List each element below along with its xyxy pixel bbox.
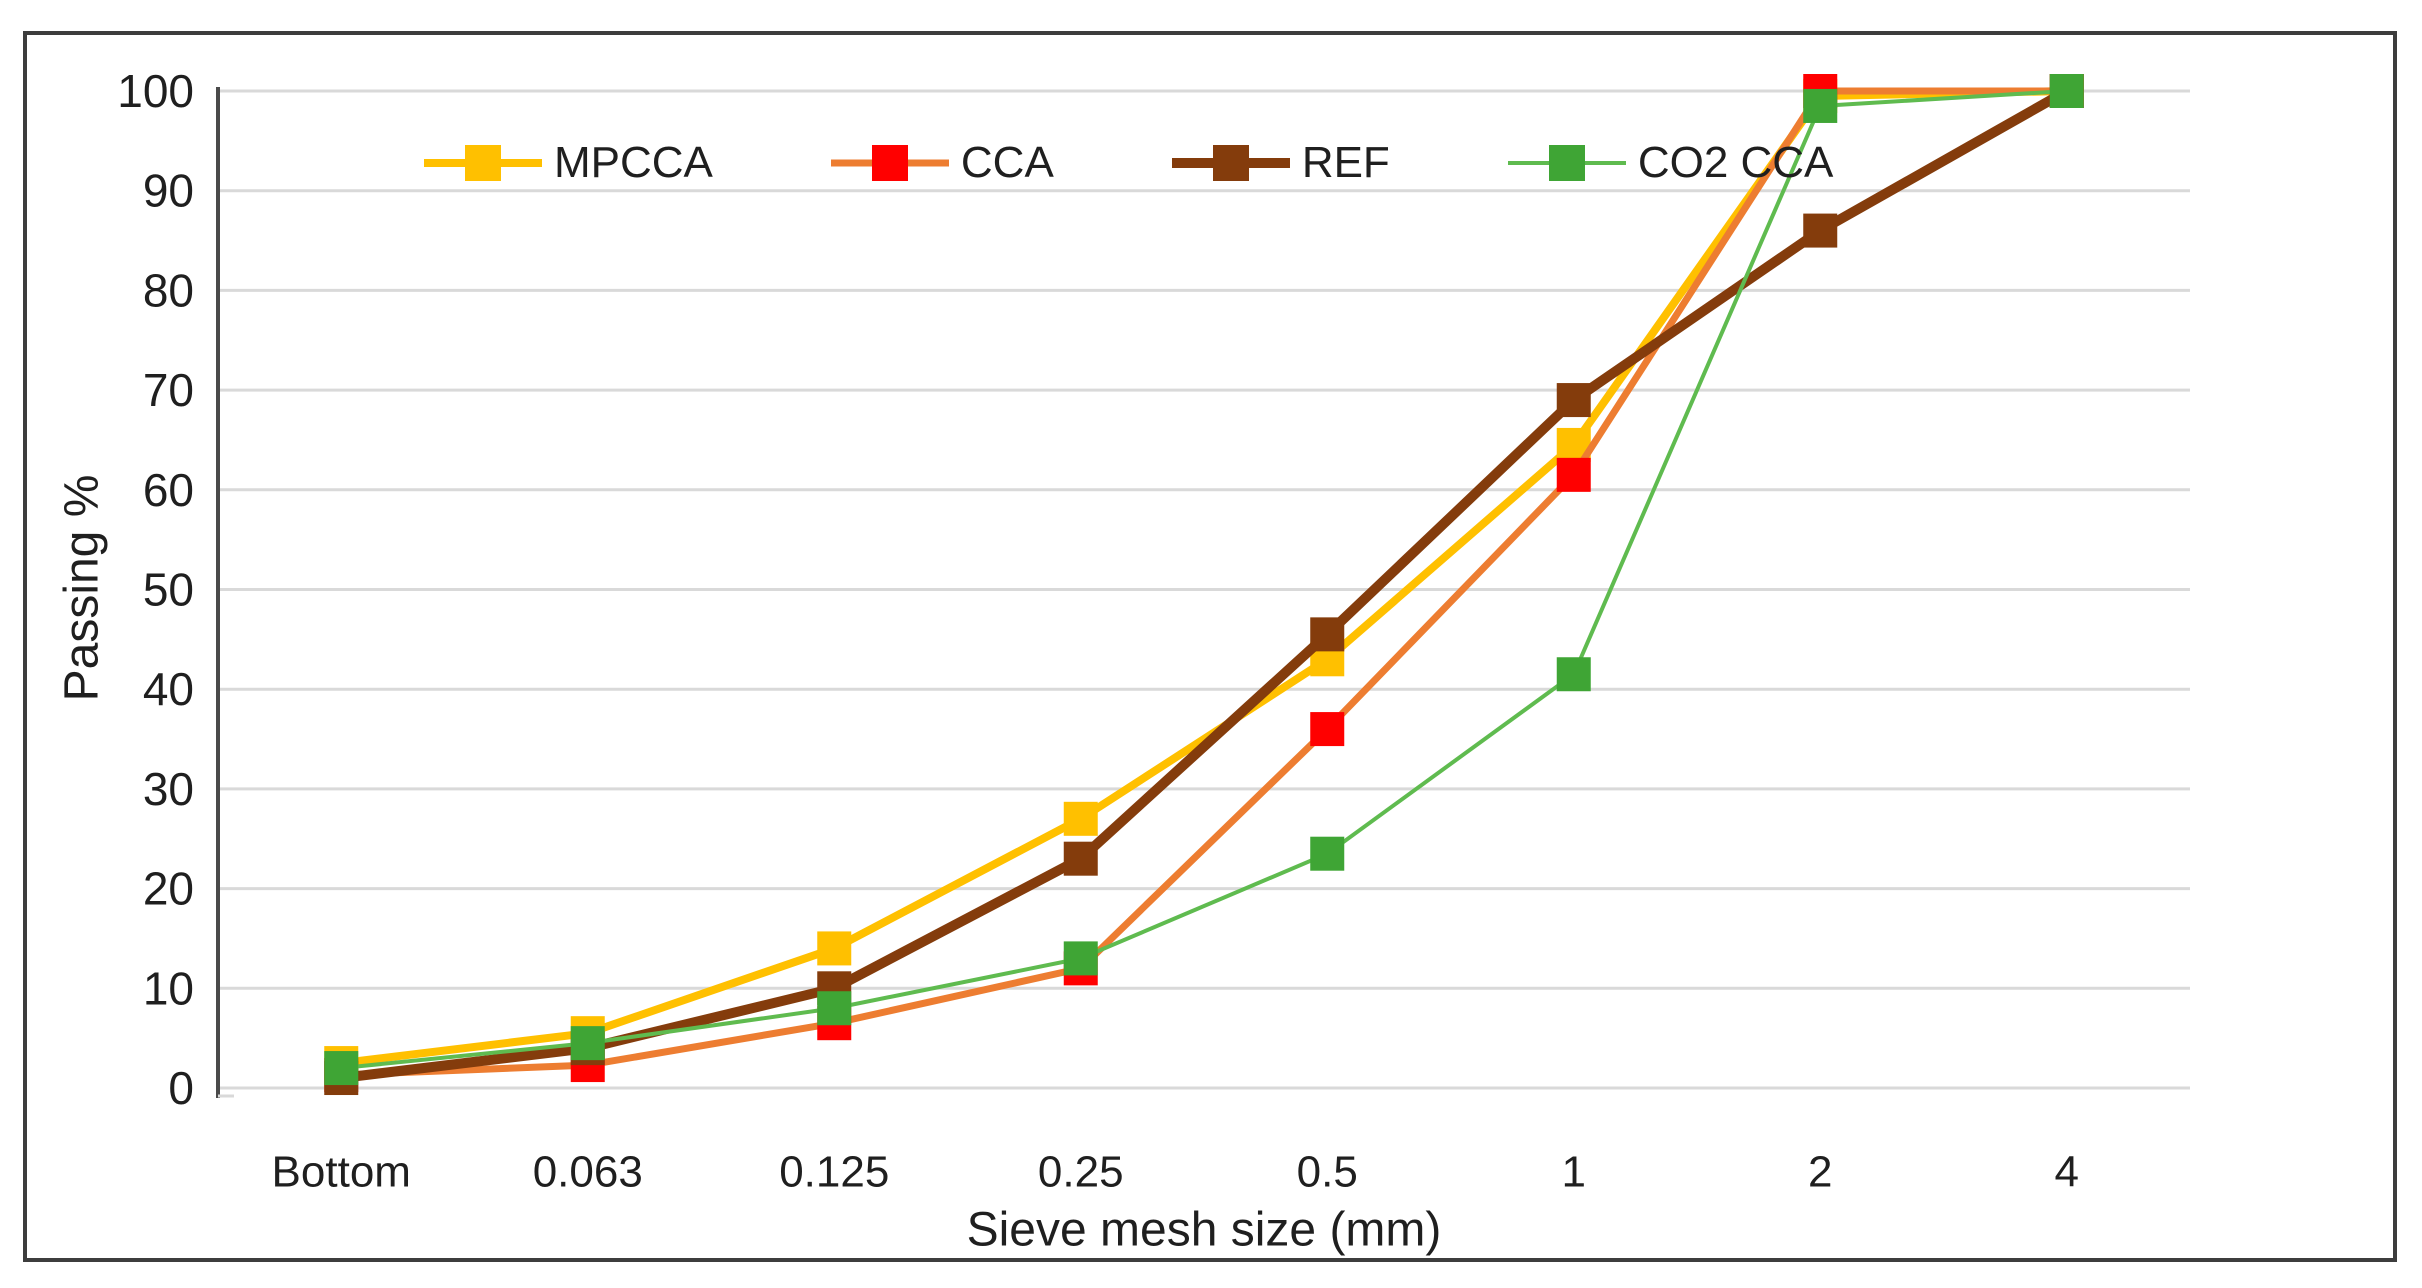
legend: MPCCA CCA REF CO2 CCA bbox=[424, 138, 1833, 188]
data-point-marker bbox=[1803, 213, 1838, 248]
x-tick-label: 2 bbox=[1808, 1148, 1832, 1197]
y-tick-label: 0 bbox=[168, 1062, 194, 1114]
x-tick-label: 4 bbox=[2055, 1148, 2079, 1197]
data-point-marker bbox=[570, 1026, 605, 1061]
y-tick-label: 60 bbox=[143, 464, 194, 516]
data-point-marker bbox=[1063, 941, 1098, 976]
data-point-marker bbox=[1556, 657, 1591, 692]
legend-swatch-icon bbox=[424, 145, 542, 181]
y-tick-label: 90 bbox=[143, 165, 194, 217]
data-point-marker bbox=[1803, 88, 1838, 123]
x-tick-label: 1 bbox=[1562, 1148, 1586, 1197]
x-tick-labels: Bottom 0.063 0.125 0.25 0.5 1 2 4 bbox=[272, 1148, 2079, 1197]
legend-item-ref: REF bbox=[1171, 138, 1390, 188]
data-point-marker bbox=[817, 931, 852, 966]
legend-swatch-icon bbox=[1507, 145, 1626, 181]
y-tick-label: 30 bbox=[143, 763, 194, 815]
data-point-marker bbox=[1310, 617, 1345, 652]
legend-label: MPCCA bbox=[554, 138, 713, 187]
legend-item-co2-cca: CO2 CCA bbox=[1507, 138, 1834, 188]
data-point-marker bbox=[1556, 457, 1591, 492]
legend-swatch-icon bbox=[1171, 145, 1290, 181]
data-point-marker bbox=[817, 991, 852, 1026]
x-tick-label: 0.125 bbox=[779, 1148, 889, 1197]
data-point-marker bbox=[1063, 841, 1098, 876]
data-point-marker bbox=[2049, 74, 2084, 108]
x-tick-label: 0.25 bbox=[1038, 1148, 1124, 1197]
y-tick-label: 80 bbox=[143, 264, 194, 316]
data-point-marker bbox=[1063, 801, 1098, 836]
y-tick-label: 40 bbox=[143, 663, 194, 715]
series-line bbox=[337, 87, 2071, 1079]
data-point-marker bbox=[324, 1051, 359, 1086]
data-point-marker bbox=[1556, 383, 1591, 418]
y-axis-title: Passing % bbox=[55, 474, 109, 702]
legend-item-mpcca: MPCCA bbox=[424, 138, 713, 188]
x-tick-label: Bottom bbox=[272, 1148, 411, 1197]
y-tick-label: 50 bbox=[143, 564, 194, 616]
data-point-marker bbox=[1310, 712, 1345, 747]
x-tick-label: 0.063 bbox=[533, 1148, 643, 1197]
y-tick-label: 70 bbox=[143, 364, 194, 416]
legend-swatch-icon bbox=[830, 145, 949, 181]
chart-frame-border bbox=[23, 31, 2397, 1262]
gridlines bbox=[218, 89, 2190, 1090]
x-axis-title: Sieve mesh size (mm) bbox=[966, 1203, 1442, 1257]
legend-label: CO2 CCA bbox=[1637, 138, 1834, 187]
series-co2-cca bbox=[324, 74, 2084, 1086]
legend-label: CCA bbox=[960, 138, 1054, 187]
x-tick-label: 0.5 bbox=[1297, 1148, 1358, 1197]
series-ref bbox=[324, 74, 2084, 1096]
y-tick-labels: 0 10 20 30 40 50 60 70 80 90 100 bbox=[117, 65, 194, 1114]
axes bbox=[216, 87, 234, 1098]
y-tick-label: 10 bbox=[143, 962, 194, 1014]
data-point-marker bbox=[1310, 836, 1345, 871]
y-tick-label: 20 bbox=[143, 863, 194, 915]
series-line bbox=[339, 89, 2069, 1071]
legend-item-cca: CCA bbox=[830, 138, 1054, 188]
y-tick-label: 100 bbox=[117, 65, 194, 117]
legend-label: REF bbox=[1301, 138, 1390, 187]
